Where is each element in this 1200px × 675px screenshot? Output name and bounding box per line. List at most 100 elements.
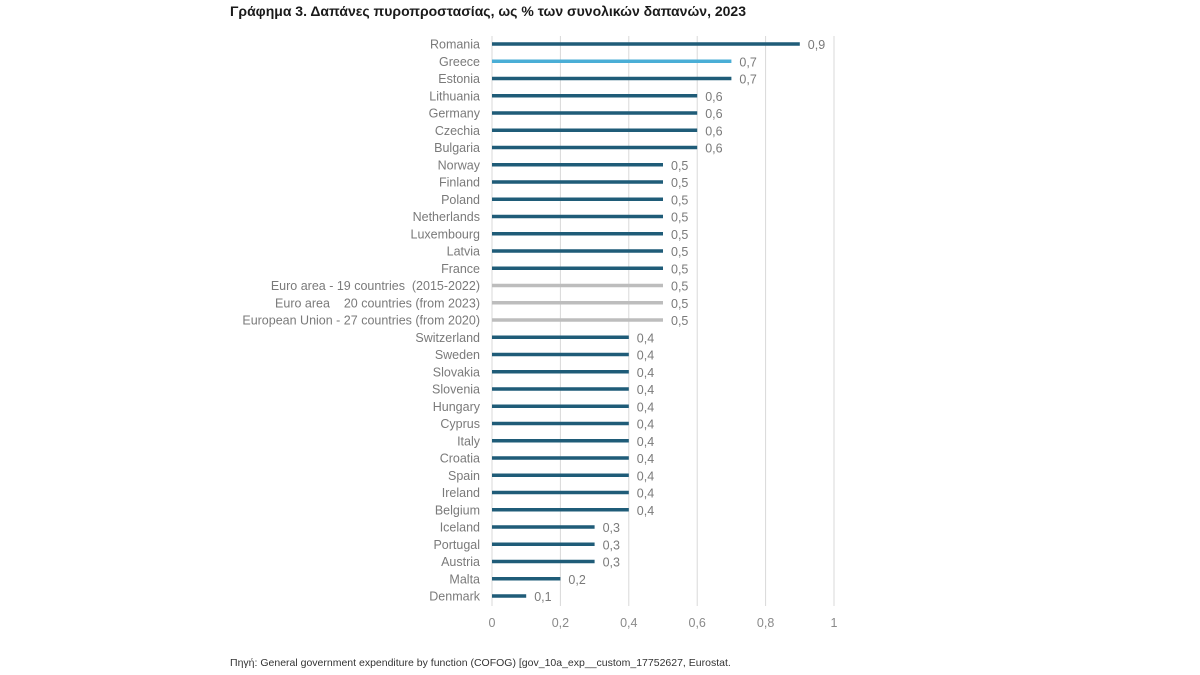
category-label: Latvia: [447, 245, 480, 259]
value-label: 0,5: [671, 262, 688, 276]
bar: [492, 542, 595, 546]
chart-title: Γράφημα 3. Δαπάνες πυροπροστασίας, ως % …: [230, 3, 746, 19]
category-label: Malta: [449, 572, 480, 586]
value-label: 0,3: [603, 556, 620, 570]
bar: [492, 42, 800, 46]
value-label: 0,6: [705, 107, 722, 121]
category-label: Italy: [457, 434, 481, 448]
value-label: 0,5: [671, 211, 688, 225]
bar: [492, 94, 698, 98]
value-label: 0,3: [603, 538, 620, 552]
category-label: Belgium: [435, 503, 480, 517]
category-label: Estonia: [438, 72, 480, 86]
x-tick-label: 0,4: [620, 616, 637, 630]
value-label: 0,4: [637, 487, 654, 501]
x-tick-label: 0: [489, 616, 496, 630]
bar: [492, 163, 663, 167]
value-label: 0,4: [637, 366, 654, 380]
value-label: 0,7: [739, 73, 756, 87]
value-label: 0,5: [671, 176, 688, 190]
value-label: 0,5: [671, 228, 688, 242]
x-tick-label: 0,8: [757, 616, 774, 630]
bar: [492, 421, 629, 426]
value-label: 0,4: [637, 400, 654, 414]
bar: [492, 456, 629, 460]
bar: [492, 439, 629, 443]
bar: [492, 128, 698, 132]
value-label: 0,5: [671, 159, 688, 173]
value-label: 0,6: [705, 142, 722, 156]
category-labels: Romania Greece Estonia Lithuania Germany Czec…: [242, 38, 480, 604]
value-label: 0,4: [637, 418, 654, 432]
value-label: 0,5: [671, 314, 688, 328]
value-label: 0,5: [671, 280, 688, 294]
bar: [492, 577, 561, 581]
value-label: 0,6: [705, 90, 722, 104]
value-label: 0,4: [637, 452, 654, 466]
category-label: Ireland: [442, 486, 480, 500]
bar: [492, 266, 663, 270]
value-label: 0,6: [705, 124, 722, 138]
bar: [492, 283, 663, 288]
category-label: Hungary: [433, 400, 481, 414]
category-label: Romania: [430, 38, 480, 52]
bar: [492, 473, 629, 477]
bar: [492, 404, 629, 408]
category-label: Czechia: [435, 124, 480, 138]
category-label: Euro area 20 countries (from 2023): [275, 296, 480, 310]
bar: [492, 145, 698, 150]
value-label: 0,3: [603, 521, 620, 535]
bar: [492, 508, 629, 512]
value-label: 0,4: [637, 331, 654, 345]
category-label: Switzerland: [415, 331, 480, 345]
category-label: Luxembourg: [411, 227, 481, 241]
category-label: European Union - 27 countries (from 2020…: [242, 314, 480, 328]
value-label: 0,2: [568, 573, 585, 587]
category-label: Slovakia: [433, 365, 480, 379]
value-label: 0,4: [637, 504, 654, 518]
bar: [492, 490, 629, 495]
category-label: Iceland: [440, 521, 480, 535]
category-label: Cyprus: [440, 417, 480, 431]
category-label: Poland: [441, 193, 480, 207]
bars: [492, 42, 800, 598]
bar: [492, 387, 629, 391]
category-label: Austria: [441, 555, 480, 569]
value-labels: 0,9 0,7 0,7 0,6 0,6 0,6 0,6 0,5 0,5 0,5 0,5 0,5 0,5 0…: [534, 38, 825, 604]
value-label: 0,4: [637, 383, 654, 397]
bar: [492, 352, 629, 357]
category-label: Sweden: [435, 348, 480, 362]
category-label: Spain: [448, 469, 480, 483]
category-label: Slovenia: [432, 383, 480, 397]
bar: [492, 197, 663, 201]
bar: [492, 249, 663, 253]
x-tick-label: 0,6: [689, 616, 706, 630]
bar: [492, 559, 595, 564]
category-label: France: [441, 262, 480, 276]
bar: [492, 111, 698, 115]
value-label: 0,4: [637, 469, 654, 483]
category-label: Finland: [439, 176, 480, 190]
value-label: 0,1: [534, 590, 551, 604]
bar: [492, 594, 527, 598]
x-tick-label: 0,2: [552, 616, 569, 630]
x-tick-label: 1: [831, 616, 838, 630]
value-label: 0,4: [637, 435, 654, 449]
value-label: 0,9: [808, 38, 825, 52]
category-label: Norway: [438, 158, 481, 172]
category-label: Lithuania: [429, 89, 480, 103]
x-axis-ticks: 0 0,2 0,4 0,6 0,8 1: [489, 616, 838, 630]
category-label: Greece: [439, 55, 480, 69]
category-label: Germany: [429, 107, 481, 121]
bar: [492, 232, 663, 236]
bar: [492, 214, 663, 219]
bar: [492, 335, 629, 339]
bar: [492, 76, 732, 81]
bar: [492, 525, 595, 529]
value-label: 0,5: [671, 193, 688, 207]
category-label: Croatia: [440, 452, 480, 466]
bar: [492, 318, 663, 322]
category-label: Netherlands: [413, 210, 480, 224]
value-label: 0,4: [637, 349, 654, 363]
